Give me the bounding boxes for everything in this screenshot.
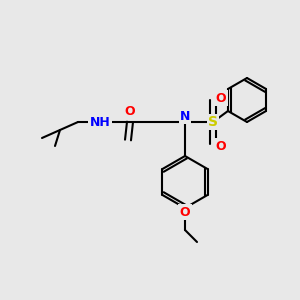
Text: S: S — [208, 115, 218, 129]
Text: O: O — [125, 105, 135, 118]
Text: O: O — [216, 92, 226, 104]
Text: O: O — [216, 140, 226, 152]
Text: NH: NH — [90, 116, 110, 128]
Text: O: O — [180, 206, 190, 218]
Text: N: N — [180, 110, 190, 122]
